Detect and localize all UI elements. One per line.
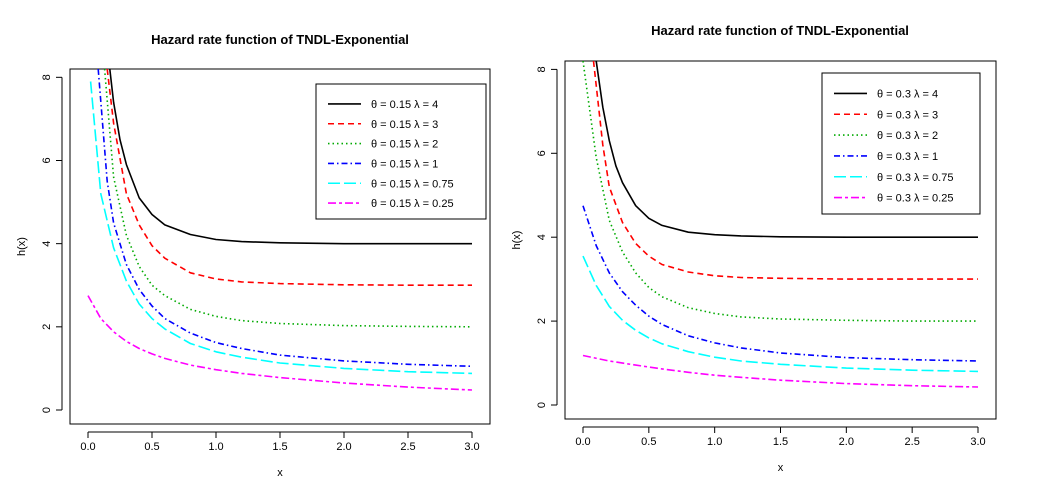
x-tick-label: 1.0 (208, 441, 223, 453)
y-tick-label: 8 (41, 74, 53, 80)
plot-frame (564, 60, 997, 420)
x-tick-label: 1.5 (272, 441, 287, 453)
x-tick-label: 1.0 (707, 436, 722, 448)
x-axis: 0.0 0.5 1.0 1.5 2.0 2.5 3.0 (80, 431, 480, 453)
x-tick-label: 3.0 (970, 436, 985, 448)
legend-label-4: θ = 0.3 λ = 1 (877, 151, 938, 163)
series-line-5 (89, 81, 473, 375)
series-line-4 (582, 205, 979, 362)
legend-label-1: θ = 0.3 λ = 4 (877, 88, 938, 100)
legend: θ = 0.3 λ = 4 θ = 0.3 λ = 3 θ = 0.3 λ = 2 θ… (821, 72, 981, 215)
series-line-2 (106, 69, 472, 286)
x-tick-label: 1.5 (773, 436, 788, 448)
series-line-6 (87, 295, 473, 391)
series-line-4 (97, 69, 473, 368)
series-line-2 (592, 61, 978, 280)
series-group (582, 61, 979, 388)
y-tick-label: 0 (41, 407, 53, 413)
chart-title: Hazard rate function of TNDL-Exponential (651, 23, 909, 38)
series-line-5 (582, 255, 979, 373)
y-axis: 0 2 4 6 8 (41, 74, 63, 413)
legend-label-3: θ = 0.15 λ = 2 (371, 139, 438, 151)
legend-box (315, 83, 487, 220)
y-tick-label: 6 (536, 150, 548, 156)
series-line-1 (109, 69, 472, 245)
x-tick-label: 2.0 (336, 441, 351, 453)
y-tick-label: 2 (536, 318, 548, 324)
legend-label-5: θ = 0.3 λ = 0.75 (877, 172, 953, 184)
x-tick-label: 2.0 (839, 436, 854, 448)
y-tick-label: 6 (41, 157, 53, 163)
series-group (87, 69, 473, 391)
x-axis-label: x (277, 467, 283, 479)
legend-label-6: θ = 0.3 λ = 0.25 (877, 193, 953, 205)
plot-frame (69, 68, 491, 425)
x-tick-label: 3.0 (464, 441, 479, 453)
x-tick-label: 0.5 (641, 436, 656, 448)
legend-label-3: θ = 0.3 λ = 2 (877, 130, 938, 142)
y-tick-label: 4 (536, 234, 548, 240)
y-tick-label: 0 (536, 402, 548, 408)
legend-label-5: θ = 0.15 λ = 0.75 (371, 178, 454, 190)
x-tick-label: 0.5 (144, 441, 159, 453)
legend-label-4: θ = 0.15 λ = 1 (371, 158, 438, 170)
x-tick-label: 2.5 (905, 436, 920, 448)
y-tick-label: 2 (41, 324, 53, 330)
y-tick-label: 4 (41, 241, 53, 247)
legend-label-6: θ = 0.15 λ = 0.25 (371, 198, 454, 210)
series-line-1 (595, 61, 978, 238)
legend: θ = 0.15 λ = 4 θ = 0.15 λ = 3 θ = 0.15 λ =… (315, 83, 487, 220)
legend-label-1: θ = 0.15 λ = 4 (371, 99, 438, 111)
series-line-3 (103, 69, 473, 328)
x-axis-label: x (778, 462, 784, 474)
y-tick-label: 8 (536, 66, 548, 72)
legend-box (821, 72, 981, 215)
legend-label-2: θ = 0.15 λ = 3 (371, 119, 438, 131)
chart-panel-2: Hazard rate function of TNDL-Exponential… (511, 23, 997, 474)
series-line-3 (582, 61, 978, 322)
chart-title: Hazard rate function of TNDL-Exponential (151, 32, 409, 47)
chart-panel-1: Hazard rate function of TNDL-Exponential… (16, 32, 491, 479)
y-axis-label: h(x) (511, 231, 523, 250)
y-axis: 0 2 4 6 8 (536, 66, 558, 408)
x-tick-label: 2.5 (400, 441, 415, 453)
x-tick-label: 0.0 (575, 436, 590, 448)
legend-label-2: θ = 0.3 λ = 3 (877, 109, 938, 121)
x-tick-label: 0.0 (80, 441, 95, 453)
y-axis-label: h(x) (16, 237, 28, 256)
x-axis: 0.0 0.5 1.0 1.5 2.0 2.5 3.0 (575, 426, 986, 448)
